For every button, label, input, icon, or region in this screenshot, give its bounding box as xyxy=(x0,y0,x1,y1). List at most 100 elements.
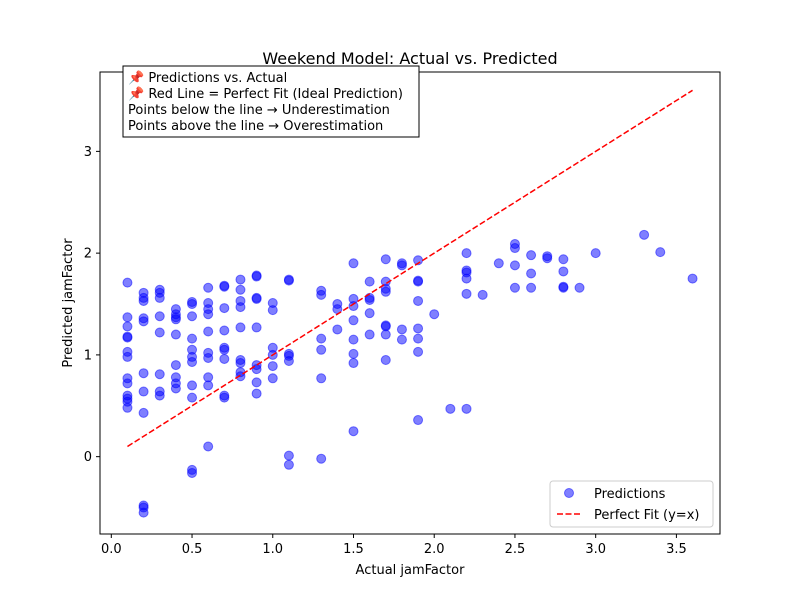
scatter-point xyxy=(461,248,472,259)
scatter-point xyxy=(251,293,262,304)
scatter-point xyxy=(154,292,165,303)
legend-label-perfect-fit: Perfect Fit (y=x) xyxy=(594,508,699,523)
scatter-point xyxy=(396,334,407,345)
annotation-line-4: Points above the line → Overestimation xyxy=(128,119,383,134)
scatter-point xyxy=(655,247,666,258)
scatter-point xyxy=(203,352,214,363)
scatter-point xyxy=(138,507,149,518)
scatter-point xyxy=(122,351,133,362)
scatter-point xyxy=(639,229,650,240)
scatter-point xyxy=(413,323,424,334)
scatter-point xyxy=(122,312,133,323)
y-tick-label: 0 xyxy=(84,450,92,465)
scatter-point xyxy=(235,358,246,369)
scatter-point xyxy=(138,407,149,418)
scatter-point xyxy=(219,281,230,292)
scatter-point xyxy=(413,295,424,306)
scatter-point xyxy=(283,356,294,366)
scatter-point xyxy=(251,271,262,282)
scatter-point xyxy=(558,266,569,277)
scatter-point xyxy=(154,311,165,322)
scatter-point xyxy=(477,289,488,300)
scatter-point xyxy=(122,402,133,413)
scatter-point xyxy=(203,309,214,320)
y-tick-label: 3 xyxy=(84,145,92,160)
scatter-point xyxy=(413,415,424,426)
scatter-point xyxy=(203,282,214,293)
scatter-point xyxy=(219,344,230,355)
scatter-point xyxy=(267,305,278,316)
scatter-point xyxy=(138,368,149,379)
fit-line-layer xyxy=(127,89,693,448)
scatter-point xyxy=(316,289,327,300)
scatter-point xyxy=(187,299,198,310)
scatter-point xyxy=(122,277,133,288)
scatter-point xyxy=(203,380,214,391)
x-tick-label: 1.0 xyxy=(262,542,283,557)
x-tick-label: 3.0 xyxy=(585,542,606,557)
scatter-point xyxy=(348,348,359,359)
x-tick-label: 0.5 xyxy=(182,542,203,557)
y-tick-label: 2 xyxy=(84,247,92,262)
chart-title: Weekend Model: Actual vs. Predicted xyxy=(262,49,557,68)
scatter-point xyxy=(187,380,198,391)
scatter-point xyxy=(187,357,198,368)
scatter-point xyxy=(558,282,569,293)
annotation-line-1: 📌 Predictions vs. Actual xyxy=(128,69,287,86)
annotation-line-2: 📌 Red Line = Perfect Fit (Ideal Predicti… xyxy=(128,85,403,102)
scatter-point xyxy=(493,258,504,269)
scatter-point xyxy=(364,308,375,319)
y-axis-label: Predicted jamFactor xyxy=(61,238,76,368)
scatter-point xyxy=(235,322,246,333)
y-tick-label: 1 xyxy=(84,348,92,363)
scatter-point xyxy=(461,403,472,414)
x-tick-label: 3.5 xyxy=(666,542,687,557)
scatter-point xyxy=(348,301,359,312)
scatter-point xyxy=(267,361,278,372)
scatter-point xyxy=(590,248,601,259)
scatter-point xyxy=(251,388,262,399)
scatter-point xyxy=(187,333,198,344)
scatter-point xyxy=(154,327,165,338)
scatter-point xyxy=(316,453,327,464)
scatter-point xyxy=(122,321,133,332)
scatter-point xyxy=(170,314,181,325)
scatter-point xyxy=(413,346,424,357)
scatter-point xyxy=(380,354,391,365)
y-axis-ticks: 0 1 2 3 xyxy=(84,145,100,465)
scatter-point xyxy=(187,311,198,322)
scatter-point xyxy=(122,332,133,343)
scatter-point xyxy=(283,459,294,470)
scatter-point xyxy=(251,322,262,333)
scatter-point xyxy=(332,324,343,335)
scatter-point xyxy=(154,369,165,380)
scatter-point xyxy=(219,303,230,314)
scatter-point xyxy=(396,324,407,335)
scatter-point xyxy=(219,325,230,336)
scatter-point xyxy=(235,284,246,295)
x-tick-label: 1.5 xyxy=(343,542,364,557)
scatter-point xyxy=(526,250,537,261)
scatter-point xyxy=(509,282,520,293)
scatter-point xyxy=(138,295,149,306)
scatter-point xyxy=(316,373,327,384)
scatter-point xyxy=(542,253,553,264)
scatter-point xyxy=(348,358,359,369)
x-tick-label: 2.5 xyxy=(505,542,526,557)
scatter-point xyxy=(187,392,198,403)
scatter-point xyxy=(509,243,520,254)
scatter-point xyxy=(316,333,327,344)
scatter-point xyxy=(122,378,133,389)
scatter-point xyxy=(251,377,262,388)
scatter-point xyxy=(364,276,375,287)
scatter-point xyxy=(283,450,294,461)
x-tick-label: 0.0 xyxy=(101,542,122,557)
scatter-point xyxy=(235,274,246,285)
scatter-point xyxy=(138,316,149,327)
scatter-point xyxy=(170,383,181,394)
x-axis-label: Actual jamFactor xyxy=(356,563,466,578)
scatter-point xyxy=(574,282,585,293)
scatter-point xyxy=(348,258,359,269)
scatter-point xyxy=(219,392,230,403)
scatter-point xyxy=(348,426,359,437)
